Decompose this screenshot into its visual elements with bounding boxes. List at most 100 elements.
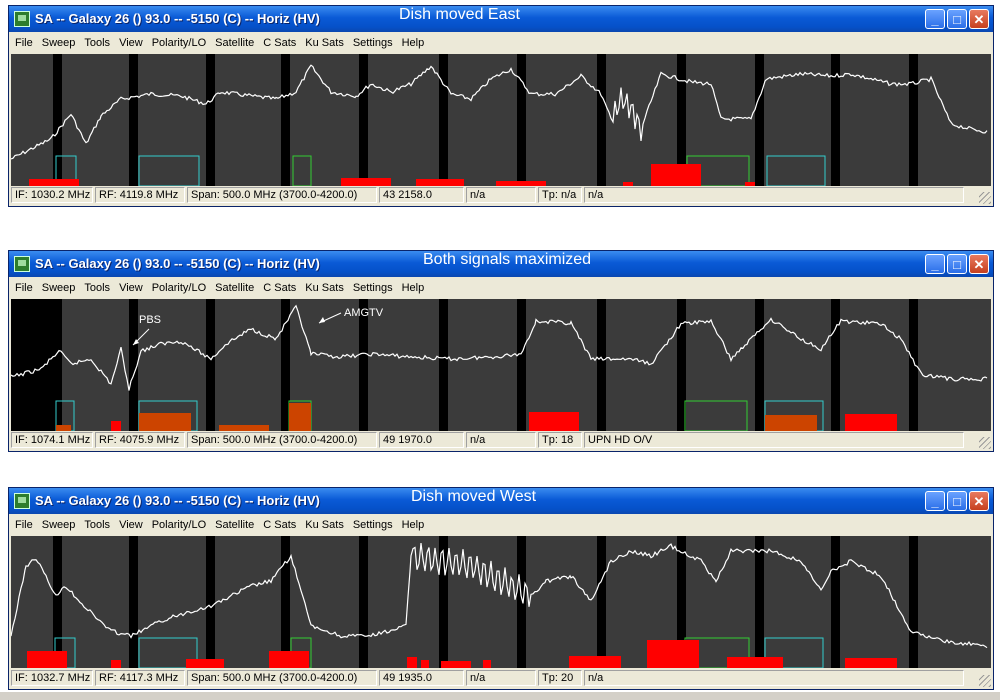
transponder-divider xyxy=(439,536,448,668)
transponder-divider xyxy=(755,536,764,668)
menu-file[interactable]: File xyxy=(15,37,33,49)
menu-file[interactable]: File xyxy=(15,519,33,531)
close-icon: ✕ xyxy=(973,11,985,27)
menu-settings[interactable]: Settings xyxy=(352,282,393,294)
transponder-divider xyxy=(517,299,526,431)
signal-bar xyxy=(111,660,121,668)
signal-bar xyxy=(29,179,79,186)
transponder-divider xyxy=(359,54,368,186)
signal-bar xyxy=(111,421,121,431)
status-position: 49 1935.0 xyxy=(379,670,464,686)
minimize-button[interactable]: _ xyxy=(925,491,945,511)
signal-bar xyxy=(727,657,783,668)
spectrum-plot[interactable]: PBS AMGTV xyxy=(11,299,991,431)
transponder-marker xyxy=(292,155,312,186)
menu-sweep[interactable]: Sweep xyxy=(41,282,76,294)
spectrum-canvas[interactable] xyxy=(11,536,991,668)
menu-ku-sats[interactable]: Ku Sats xyxy=(305,519,344,531)
status-if: IF: 1030.2 MHz xyxy=(11,187,93,203)
menu-settings[interactable]: Settings xyxy=(352,519,393,531)
transponder-divider xyxy=(677,299,686,431)
caption-text: Dish moved West xyxy=(411,488,537,505)
close-button[interactable]: ✕ xyxy=(969,254,989,274)
status-bar: IF: 1032.7 MHz RF: 4117.3 MHz Span: 500.… xyxy=(11,669,991,687)
resize-grip[interactable] xyxy=(979,437,991,449)
title-bar[interactable]: SA -- Galaxy 26 () 93.0 -- -5150 (C) -- … xyxy=(9,488,993,514)
menu-help[interactable]: Help xyxy=(401,282,425,294)
menu-c-sats[interactable]: C Sats xyxy=(263,37,297,49)
status-rf: RF: 4119.8 MHz xyxy=(95,187,185,203)
spectrum-trace xyxy=(11,64,988,160)
menu-view[interactable]: View xyxy=(119,519,143,531)
menu-settings[interactable]: Settings xyxy=(352,37,393,49)
transponder-divider xyxy=(129,536,138,668)
close-button[interactable]: ✕ xyxy=(969,491,989,511)
menu-view[interactable]: View xyxy=(119,37,143,49)
title-bar[interactable]: SA -- Galaxy 26 () 93.0 -- -5150 (C) -- … xyxy=(9,6,993,32)
spectrum-canvas[interactable]: PBS AMGTV xyxy=(11,299,991,431)
menu-satellite[interactable]: Satellite xyxy=(215,37,255,49)
transponder-divider xyxy=(206,536,215,668)
menu-polarity-lo[interactable]: Polarity/LO xyxy=(151,37,207,49)
transponder-divider xyxy=(597,536,606,668)
close-icon: ✕ xyxy=(973,256,985,272)
menu-bar: File Sweep Tools View Polarity/LO Satell… xyxy=(9,514,993,536)
maximize-button[interactable]: □ xyxy=(947,491,967,511)
menu-sweep[interactable]: Sweep xyxy=(41,37,76,49)
minimize-icon: _ xyxy=(931,256,939,272)
menu-satellite[interactable]: Satellite xyxy=(215,282,255,294)
menu-polarity-lo[interactable]: Polarity/LO xyxy=(151,519,207,531)
signal-bar xyxy=(651,164,701,186)
maximize-icon: □ xyxy=(953,256,961,272)
transponder-divider xyxy=(53,536,62,668)
transponder-marker xyxy=(138,155,200,186)
transponder-divider xyxy=(909,299,918,431)
resize-grip[interactable] xyxy=(979,192,991,204)
minimize-icon: _ xyxy=(931,11,939,27)
signal-bar xyxy=(56,425,71,431)
app-icon xyxy=(14,11,30,27)
transponder-divider xyxy=(517,54,526,186)
status-field-1: n/a xyxy=(466,432,536,448)
menu-tools[interactable]: Tools xyxy=(84,282,111,294)
menu-tools[interactable]: Tools xyxy=(84,519,111,531)
status-if: IF: 1074.1 MHz xyxy=(11,432,93,448)
transponder-divider xyxy=(439,54,448,186)
spectrum-plot[interactable] xyxy=(11,536,991,668)
menu-polarity-lo[interactable]: Polarity/LO xyxy=(151,282,207,294)
maximize-icon: □ xyxy=(953,11,961,27)
menu-ku-sats[interactable]: Ku Sats xyxy=(305,282,344,294)
transponder-divider xyxy=(831,299,840,431)
menu-bar: File Sweep Tools View Polarity/LO Satell… xyxy=(9,32,993,54)
close-button[interactable]: ✕ xyxy=(969,9,989,29)
status-field-1: n/a xyxy=(466,670,536,686)
transponder-divider xyxy=(831,54,840,186)
menu-satellite[interactable]: Satellite xyxy=(215,519,255,531)
menu-help[interactable]: Help xyxy=(401,37,425,49)
minimize-button[interactable]: _ xyxy=(925,254,945,274)
title-bar[interactable]: SA -- Galaxy 26 () 93.0 -- -5150 (C) -- … xyxy=(9,251,993,277)
menu-ku-sats[interactable]: Ku Sats xyxy=(305,37,344,49)
menu-file[interactable]: File xyxy=(15,282,33,294)
signal-bar xyxy=(421,660,429,668)
resize-grip[interactable] xyxy=(979,675,991,687)
spectrum-trace xyxy=(11,304,988,391)
signal-bar xyxy=(27,651,67,668)
menu-help[interactable]: Help xyxy=(401,519,425,531)
minimize-button[interactable]: _ xyxy=(925,9,945,29)
spectrum-canvas[interactable] xyxy=(11,54,991,186)
status-channel: n/a xyxy=(584,187,964,203)
maximize-button[interactable]: □ xyxy=(947,254,967,274)
transponder-divider xyxy=(597,54,606,186)
spectrum-plot[interactable] xyxy=(11,54,991,186)
maximize-button[interactable]: □ xyxy=(947,9,967,29)
menu-tools[interactable]: Tools xyxy=(84,37,111,49)
caption-text: Both signals maximized xyxy=(423,251,592,268)
menu-c-sats[interactable]: C Sats xyxy=(263,282,297,294)
menu-sweep[interactable]: Sweep xyxy=(41,519,76,531)
signal-bar xyxy=(845,414,897,431)
pbs-arrow-head xyxy=(133,339,139,345)
menu-view[interactable]: View xyxy=(119,282,143,294)
spectrum-window-east: SA -- Galaxy 26 () 93.0 -- -5150 (C) -- … xyxy=(8,5,994,207)
menu-c-sats[interactable]: C Sats xyxy=(263,519,297,531)
